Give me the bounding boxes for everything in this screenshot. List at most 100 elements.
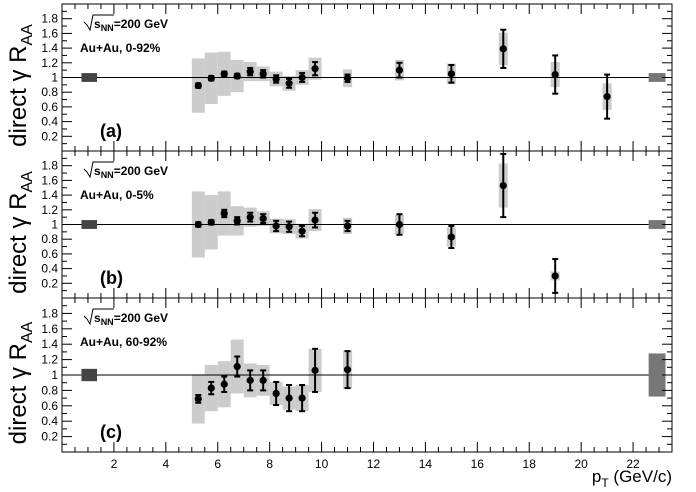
data-point [272, 222, 280, 230]
panel-label: (c) [100, 422, 122, 442]
data-point [603, 93, 611, 101]
data-point [259, 215, 267, 223]
sqrt-symbol [83, 161, 114, 179]
x-tick-label: 20 [574, 457, 588, 471]
y-tick-label: 1.4 [41, 188, 58, 202]
y-tick-label: 0.8 [41, 85, 58, 99]
energy-annotation: sNN=200 GeV [94, 164, 168, 180]
y-tick-label: 0.6 [41, 100, 58, 114]
y-tick-label: 1.6 [41, 173, 58, 187]
energy-annotation: sNN=200 GeV [94, 311, 168, 327]
data-point [551, 70, 559, 79]
data-point [311, 366, 319, 374]
y-tick-label: 0.2 [41, 129, 58, 143]
norm-box-right [648, 353, 666, 397]
data-point [207, 218, 215, 226]
y-tick-label: 1.8 [41, 12, 58, 26]
panel-2: 0.2 0.40.6 0.811.2 1.41.6 1.8 direct γ RAA sNN… [5, 297, 673, 453]
y-tick-label: 1.4 [41, 41, 58, 55]
data-point [246, 68, 254, 76]
norm-box-right [648, 220, 666, 229]
data-point [499, 45, 507, 53]
norm-box-left [81, 220, 98, 229]
system-annotation: Au+Au, 60-92% [80, 335, 167, 349]
y-tick-label: 0.2 [41, 430, 58, 444]
data-point [207, 74, 215, 82]
y-tick-label: 1.8 [41, 159, 58, 173]
x-axis-label: pT (GeV/c) [592, 467, 672, 490]
data-point [298, 73, 306, 82]
system-annotation: Au+Au, 0-92% [80, 41, 161, 55]
data-point [499, 181, 507, 190]
y-axis-label: direct γ RAA [5, 171, 36, 294]
y-tick-label: 1 [51, 218, 58, 232]
data-point [233, 217, 241, 225]
data-point [551, 272, 559, 280]
data-point [194, 395, 202, 403]
data-point [207, 384, 215, 392]
panel-label: (a) [100, 121, 122, 141]
y-tick-label: 0.4 [41, 115, 58, 129]
energy-annotation: sNN=200 GeV [94, 17, 168, 33]
data-point [395, 220, 404, 229]
norm-box-left [81, 368, 98, 382]
y-tick-label: 1 [51, 71, 58, 85]
x-tick-label: 12 [367, 457, 381, 471]
data-point [246, 376, 254, 384]
data-point [343, 366, 352, 374]
data-point [298, 394, 306, 402]
x-tick-label: 8 [266, 457, 273, 471]
data-point [343, 74, 352, 82]
data-point [447, 233, 455, 241]
y-tick-label: 1.6 [41, 26, 58, 40]
y-tick-label: 1.2 [41, 56, 58, 70]
y-tick-label: 1.2 [41, 203, 58, 217]
sqrt-symbol [83, 14, 114, 32]
y-axis-label: direct γ RAA [5, 24, 36, 147]
panel-0: 0.20.40.60.811.21.41.61.8 direct γ RAA sNN… [5, 3, 673, 152]
y-tick-label: 0.8 [41, 383, 58, 397]
data-point [194, 81, 202, 90]
data-point [285, 394, 293, 402]
data-point [272, 389, 280, 398]
data-point [259, 376, 267, 384]
data-point [285, 79, 293, 87]
x-tick-label: 6 [214, 457, 221, 471]
data-point [194, 220, 202, 229]
data-point [220, 70, 228, 78]
y-axis-label: direct γ RAA [5, 321, 36, 444]
y-tick-label: 0.6 [41, 399, 58, 413]
x-tick-label: 14 [419, 457, 433, 471]
y-tick-label: 0.6 [41, 247, 58, 261]
x-tick-label: 2 [111, 457, 118, 471]
x-tick-label: 18 [523, 457, 537, 471]
y-tick-label: 1.6 [41, 322, 58, 336]
sqrt-symbol [83, 308, 114, 326]
panel-label: (b) [100, 268, 123, 288]
data-point [272, 75, 280, 83]
norm-box-left [81, 73, 98, 82]
panel-1: 0.20.40.60.811.21.41.61.8 direct γ RAA sNN… [5, 150, 673, 299]
y-tick-label: 1 [51, 368, 58, 382]
y-tick-label: 0.8 [41, 232, 58, 246]
x-tick-label: 16 [471, 457, 485, 471]
x-tick-label: 10 [315, 457, 329, 471]
data-point [311, 65, 319, 73]
data-point [220, 380, 228, 388]
system-annotation: Au+Au, 0-5% [80, 188, 154, 202]
data-point [343, 222, 352, 230]
y-tick-label: 0.2 [41, 276, 58, 290]
data-point [246, 213, 254, 221]
data-point [311, 216, 319, 224]
y-tick-label: 0.4 [41, 262, 58, 276]
y-tick-label: 1.2 [41, 353, 58, 367]
data-point [259, 70, 267, 78]
data-point [298, 227, 306, 235]
y-tick-label: 1.4 [41, 337, 58, 351]
x-tick-label: 4 [162, 457, 169, 471]
x-tick-label: 22 [626, 457, 640, 471]
data-point [220, 209, 228, 218]
norm-box-right [648, 73, 666, 82]
y-tick-label: 0.4 [41, 414, 58, 428]
